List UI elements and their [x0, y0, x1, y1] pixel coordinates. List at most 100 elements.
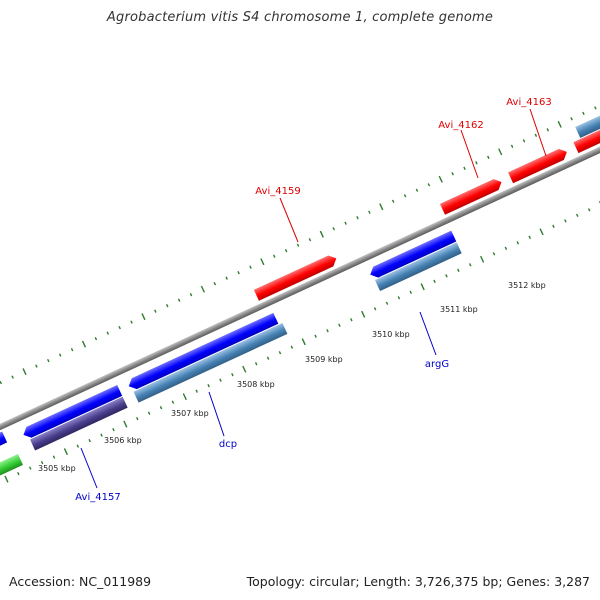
ruler-tick [70, 347, 74, 352]
ruler-tick [17, 471, 20, 476]
ruler-tick [356, 216, 359, 220]
callout-line [419, 311, 437, 356]
ruler-tick [81, 340, 87, 348]
reverse-gene-arrow[interactable] [30, 396, 128, 451]
ruler-tick [266, 356, 270, 360]
ruler-tick [480, 255, 485, 263]
gene-callouts: Avi_4159 Avi_4162 Avi_4163 Avi_4157 dcp … [75, 97, 551, 503]
ruler-tick [100, 433, 103, 437]
ruler-tick [171, 400, 175, 404]
ruler-tick [498, 148, 503, 156]
ruler-tick [112, 427, 115, 432]
ruler-tick [177, 298, 181, 302]
map-title: Agrobacterium vitis S4 chromosome 1, com… [106, 10, 494, 25]
reverse-gene-arrow[interactable] [368, 230, 457, 280]
ruler-tick [301, 338, 306, 346]
ruler-tick [587, 208, 591, 212]
reverse-gene-arrow[interactable] [0, 431, 8, 451]
ruler-tick [564, 219, 567, 223]
ruler-tick [338, 323, 341, 327]
ruler-tick [546, 128, 550, 132]
kbp-scale-label: 3511 kbp [440, 305, 478, 314]
ruler-tick [0, 380, 3, 385]
gene-label-avi-4159[interactable]: Avi_4159 [255, 186, 300, 197]
gene-label-avi-4157[interactable]: Avi_4157 [75, 492, 120, 503]
ruler-tick [344, 221, 347, 225]
ruler-tick [35, 364, 38, 368]
ruler-tick [575, 213, 579, 218]
reverse-ruler-ticks [4, 200, 600, 483]
ruler-tick [427, 183, 431, 187]
ruler-tick [582, 111, 585, 116]
ruler-tick [11, 375, 14, 379]
ruler-tick [445, 274, 448, 278]
ruler-tick [451, 172, 454, 176]
ruler-tick [106, 331, 110, 335]
ruler-tick [403, 194, 407, 198]
kbp-scale-label: 3508 kbp [237, 380, 275, 389]
gene-label-dcp[interactable]: dcp [219, 439, 237, 450]
ruler-tick [534, 133, 538, 137]
ruler-tick [528, 235, 531, 239]
ruler-tick [594, 106, 597, 110]
ruler-tick [379, 203, 384, 211]
reverse-gene-arrow[interactable] [126, 312, 279, 392]
ruler-tick [522, 139, 526, 143]
kbp-scale-label: 3506 kbp [104, 436, 142, 445]
genome-summary-text: Topology: circular; Length: 3,726,375 bp… [246, 574, 590, 589]
ruler-tick [438, 175, 443, 183]
reverse-gene-arrow[interactable] [374, 242, 462, 292]
gene-label-argg[interactable]: argG [425, 359, 449, 370]
ruler-tick [516, 241, 520, 245]
ruler-tick [165, 304, 169, 308]
forward-gene-arrow[interactable] [253, 253, 339, 301]
ruler-tick [28, 466, 32, 470]
forward-gene-arrow[interactable] [575, 105, 600, 138]
ruler-tick [63, 448, 69, 456]
ruler-tick [225, 276, 228, 280]
callout-line [80, 447, 98, 489]
ruler-tick [326, 329, 329, 333]
ruler-tick [487, 155, 490, 159]
ruler-tick [539, 228, 544, 236]
gene-label-avi-4162[interactable]: Avi_4162 [438, 120, 483, 131]
ruler-tick [350, 318, 353, 322]
ruler-tick [219, 378, 222, 382]
reverse-strand-genes [0, 230, 462, 480]
ruler-tick [409, 290, 413, 294]
ruler-tick [260, 258, 265, 266]
callout-line [279, 197, 299, 243]
reverse-gene-arrow[interactable] [21, 384, 123, 440]
ruler-tick [237, 271, 240, 275]
ruler-tick [433, 279, 436, 283]
ruler-tick [154, 309, 157, 313]
kbp-scale-label: 3509 kbp [305, 355, 343, 364]
ruler-tick [4, 475, 9, 483]
ruler-tick [207, 384, 210, 388]
ruler-tick [123, 420, 128, 428]
ruler-tick [510, 144, 514, 148]
ruler-tick [385, 301, 389, 305]
ruler-tick [368, 210, 371, 214]
kbp-scale-label: 3510 kbp [372, 330, 410, 339]
ruler-tick [361, 310, 366, 318]
ruler-tick [463, 166, 466, 170]
forward-gene-arrow[interactable] [508, 146, 569, 184]
forward-gene-arrow[interactable] [439, 177, 504, 215]
ruler-tick [314, 334, 317, 338]
ruler-tick [552, 224, 555, 228]
reverse-gene-arrow[interactable] [0, 453, 23, 480]
gene-label-avi-4163[interactable]: Avi_4163 [506, 97, 551, 108]
ruler-tick [373, 307, 377, 311]
reverse-gene-arrow[interactable] [133, 322, 288, 403]
forward-gene-arrow[interactable] [573, 117, 600, 154]
ruler-tick [290, 345, 294, 349]
ruler-tick [391, 199, 395, 203]
ruler-tick [272, 254, 276, 258]
ruler-tick [468, 263, 472, 267]
ruler-tick [420, 283, 425, 291]
ruler-tick [118, 325, 121, 330]
ruler-tick [254, 362, 258, 366]
ruler-tick [52, 455, 56, 459]
